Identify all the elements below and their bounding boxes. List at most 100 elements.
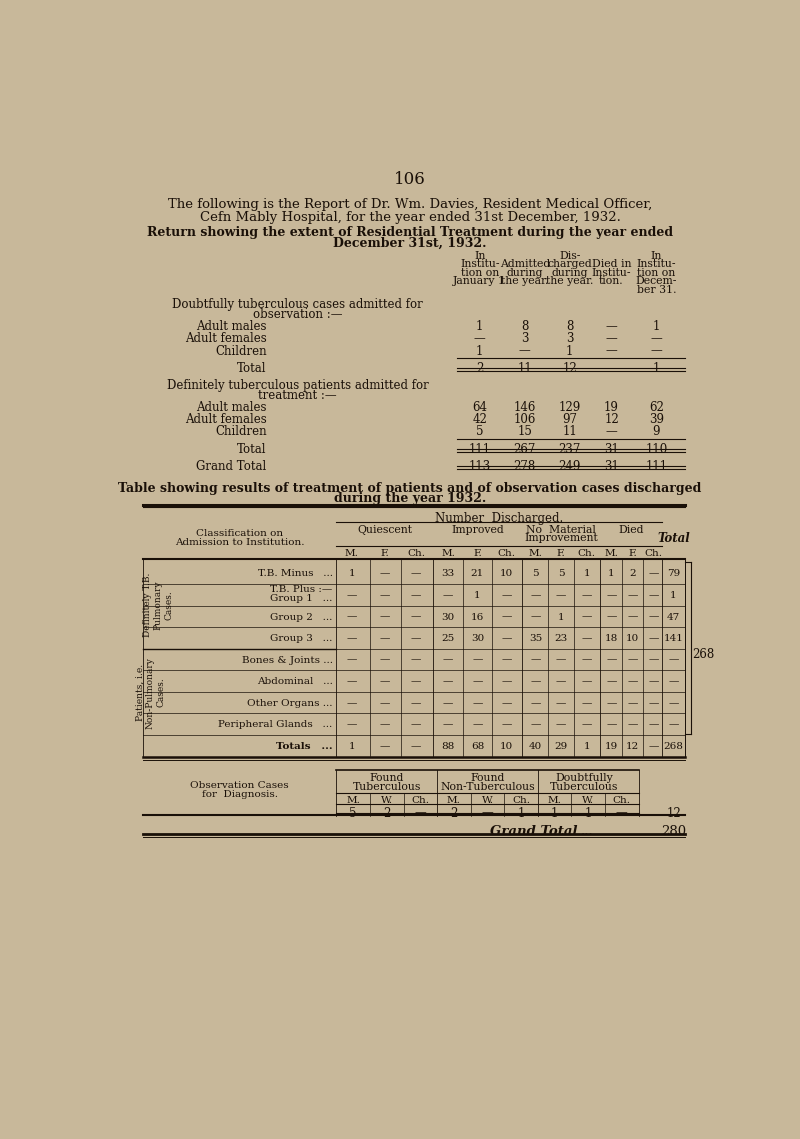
Text: —: — <box>379 720 390 729</box>
Text: Number  Discharged.: Number Discharged. <box>435 513 563 525</box>
Text: —: — <box>379 570 390 579</box>
Text: Total: Total <box>237 443 266 456</box>
Text: —: — <box>650 345 662 358</box>
Text: —: — <box>582 634 592 644</box>
Text: during: during <box>506 268 543 278</box>
Text: Group 3   ...: Group 3 ... <box>270 634 333 644</box>
Text: charged: charged <box>547 259 592 269</box>
Text: W.: W. <box>582 796 594 805</box>
Text: Total: Total <box>237 362 266 375</box>
Text: —: — <box>482 806 494 820</box>
Text: Grand Total: Grand Total <box>490 825 578 838</box>
Text: —: — <box>582 699 592 707</box>
Text: —: — <box>582 678 592 686</box>
Text: Cefn Mably Hospital, for the year ended 31st December, 1932.: Cefn Mably Hospital, for the year ended … <box>199 212 621 224</box>
Text: —: — <box>556 591 566 600</box>
Text: —: — <box>582 591 592 600</box>
Text: —: — <box>530 699 541 707</box>
Text: —: — <box>606 720 617 729</box>
Text: the year.: the year. <box>546 276 594 286</box>
Text: 8: 8 <box>521 320 528 333</box>
Text: 30: 30 <box>442 613 454 622</box>
Text: —: — <box>411 678 422 686</box>
Text: —: — <box>606 656 617 665</box>
Text: —: — <box>556 720 566 729</box>
Text: —: — <box>648 720 658 729</box>
Text: 15: 15 <box>518 426 532 439</box>
Text: —: — <box>606 362 618 375</box>
Text: 1: 1 <box>349 570 355 579</box>
Text: —: — <box>411 570 422 579</box>
Text: 79: 79 <box>667 570 680 579</box>
Text: 33: 33 <box>442 570 454 579</box>
Text: —: — <box>472 720 482 729</box>
Text: 2: 2 <box>476 362 483 375</box>
Text: No  Material: No Material <box>526 525 596 534</box>
Text: —: — <box>442 656 453 665</box>
Text: —: — <box>606 345 618 358</box>
Text: 2: 2 <box>383 806 390 820</box>
Text: —: — <box>346 634 357 644</box>
Text: treatment :—: treatment :— <box>258 390 337 402</box>
Text: —: — <box>556 656 566 665</box>
Text: —: — <box>379 699 390 707</box>
Text: 23: 23 <box>554 634 568 644</box>
Text: —: — <box>582 613 592 622</box>
Text: —: — <box>606 333 618 345</box>
Text: 1: 1 <box>476 345 483 358</box>
Text: 110: 110 <box>646 443 667 456</box>
Text: —: — <box>556 699 566 707</box>
Text: 12: 12 <box>604 413 619 426</box>
Text: —: — <box>502 591 512 600</box>
Text: 1: 1 <box>670 591 677 600</box>
Text: 267: 267 <box>514 443 536 456</box>
Text: —: — <box>411 720 422 729</box>
Text: 19: 19 <box>604 401 619 413</box>
Text: 40: 40 <box>529 741 542 751</box>
Text: —: — <box>472 678 482 686</box>
Text: Definitely tuberculous patients admitted for: Definitely tuberculous patients admitted… <box>166 379 429 392</box>
Text: 1: 1 <box>551 806 558 820</box>
Text: 1: 1 <box>583 570 590 579</box>
Text: Institu-: Institu- <box>460 259 499 269</box>
Text: 2: 2 <box>450 806 458 820</box>
Text: 237: 237 <box>558 443 581 456</box>
Text: 5: 5 <box>532 570 539 579</box>
Text: 25: 25 <box>442 634 454 644</box>
Text: —: — <box>346 613 357 622</box>
Text: observation :—: observation :— <box>253 309 342 321</box>
Text: January 1: January 1 <box>454 276 506 286</box>
Text: 88: 88 <box>442 741 454 751</box>
Text: 113: 113 <box>469 460 491 473</box>
Text: 1: 1 <box>474 591 481 600</box>
Text: 111: 111 <box>469 443 491 456</box>
Text: during the year 1932.: during the year 1932. <box>334 492 486 506</box>
Text: M.: M. <box>447 796 461 805</box>
Text: 268: 268 <box>693 648 715 661</box>
Text: —: — <box>627 678 638 686</box>
Text: —: — <box>414 806 426 820</box>
Text: tion on: tion on <box>461 268 499 278</box>
Text: 9: 9 <box>653 426 660 439</box>
Text: Definitely T.B.
Pulmonary
Cases.: Definitely T.B. Pulmonary Cases. <box>143 573 173 637</box>
Text: —: — <box>379 613 390 622</box>
Text: 1: 1 <box>518 806 525 820</box>
Text: 21: 21 <box>470 570 484 579</box>
Text: 1: 1 <box>585 806 592 820</box>
Text: Institu-: Institu- <box>637 259 676 269</box>
Text: 1: 1 <box>653 362 660 375</box>
Text: —: — <box>502 656 512 665</box>
Text: —: — <box>530 591 541 600</box>
Text: —: — <box>411 591 422 600</box>
Text: —: — <box>606 426 618 439</box>
Text: 31: 31 <box>604 460 619 473</box>
Text: 141: 141 <box>663 634 683 644</box>
Text: M.: M. <box>605 549 618 558</box>
Text: The following is the Report of Dr. Wm. Davies, Resident Medical Officer,: The following is the Report of Dr. Wm. D… <box>168 198 652 211</box>
Text: M.: M. <box>346 796 360 805</box>
Text: 1: 1 <box>653 320 660 333</box>
Text: —: — <box>668 720 678 729</box>
Text: —: — <box>668 656 678 665</box>
Text: Peripheral Glands   ...: Peripheral Glands ... <box>218 720 333 729</box>
Text: Classification on: Classification on <box>196 530 283 539</box>
